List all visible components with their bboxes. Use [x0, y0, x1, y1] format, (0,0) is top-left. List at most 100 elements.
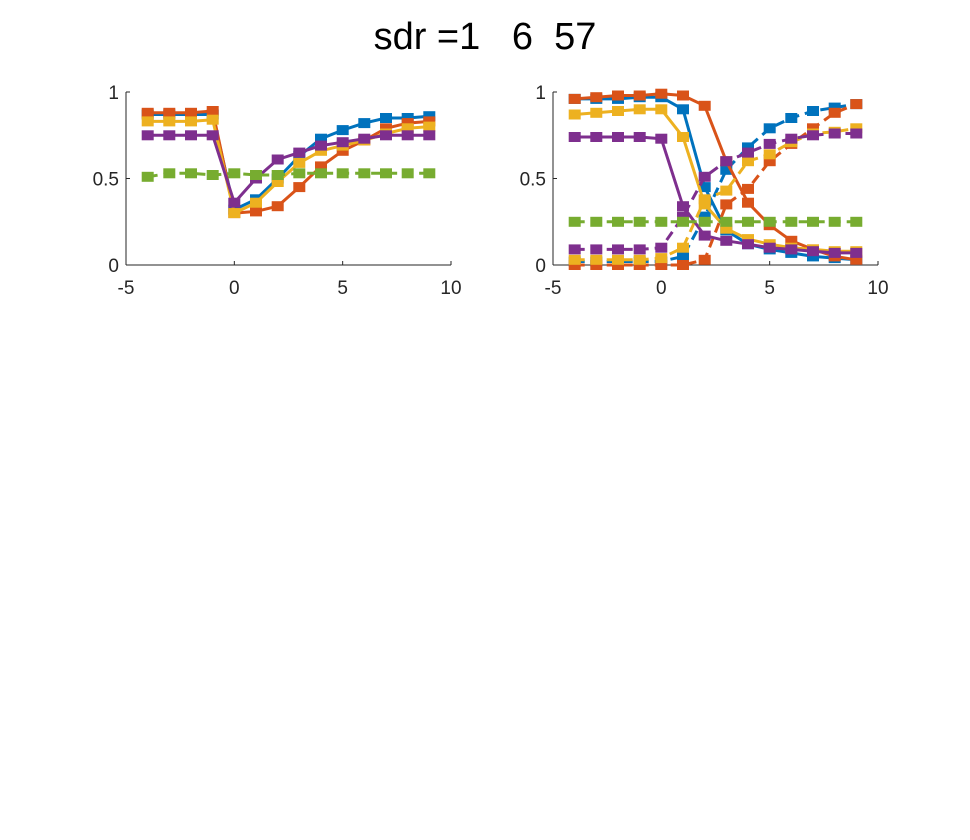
data-point: [742, 156, 754, 167]
data-point: [590, 244, 603, 255]
data-point: [250, 197, 262, 208]
series-line: [574, 95, 857, 262]
data-point: [807, 216, 819, 227]
data-point: [655, 133, 668, 144]
data-point: [698, 194, 711, 205]
data-point: [185, 107, 197, 118]
data-point: [206, 130, 219, 141]
data-point: [698, 100, 711, 111]
data-point: [568, 132, 581, 142]
data-point: [807, 246, 819, 257]
data-point: [698, 230, 711, 241]
data-point: [785, 113, 798, 123]
data-point: [763, 123, 776, 134]
data-point: [677, 260, 689, 270]
data-point: [380, 168, 392, 179]
x-tick-label: 10: [867, 278, 888, 299]
data-point: [423, 111, 436, 122]
data-point: [633, 90, 646, 101]
data-point: [185, 168, 197, 179]
data-point: [250, 206, 262, 217]
data-point: [423, 130, 436, 141]
data-point: [380, 123, 392, 134]
data-point: [163, 107, 176, 118]
data-point: [358, 168, 371, 179]
data-point: [250, 170, 262, 180]
data-point: [655, 253, 668, 264]
data-point: [141, 116, 154, 127]
data-point: [720, 185, 733, 196]
data-point: [785, 244, 798, 255]
y-tick-label: 0: [535, 256, 546, 277]
data-point: [590, 254, 603, 265]
x-tick-label: 5: [764, 278, 775, 299]
data-point: [315, 145, 327, 156]
y-tick-label: 1: [535, 83, 546, 104]
data-point: [293, 168, 306, 179]
data-point: [141, 171, 154, 182]
data-point: [850, 123, 863, 134]
data-point: [720, 156, 733, 167]
data-point: [807, 106, 819, 116]
data-point: [698, 171, 711, 182]
data-point: [828, 102, 841, 113]
data-point: [380, 130, 392, 141]
data-point: [293, 147, 306, 158]
data-point: [720, 216, 733, 227]
data-point: [633, 216, 646, 227]
data-point: [807, 123, 819, 134]
data-point: [271, 154, 284, 165]
data-point: [633, 104, 646, 115]
data-point: [785, 133, 798, 144]
data-point: [828, 128, 841, 139]
data-point: [228, 208, 241, 219]
data-point: [315, 133, 327, 144]
data-point: [655, 260, 668, 270]
data-point: [763, 149, 776, 160]
x-tick-label: -5: [118, 278, 135, 299]
data-point: [785, 216, 798, 227]
data-point: [590, 132, 603, 142]
data-point: [206, 114, 219, 125]
data-point: [850, 216, 863, 227]
data-point: [590, 107, 603, 118]
data-point: [568, 260, 581, 270]
data-point: [720, 164, 733, 175]
x-tick-label: 5: [337, 278, 348, 299]
data-point: [612, 90, 624, 101]
data-point: [785, 235, 798, 246]
data-point: [850, 99, 863, 110]
data-point: [612, 216, 624, 227]
data-point: [163, 168, 176, 179]
data-point: [742, 234, 754, 245]
data-point: [336, 145, 349, 156]
data-point: [163, 116, 176, 127]
data-point: [185, 116, 197, 127]
data-point: [206, 170, 219, 180]
data-point: [271, 170, 284, 180]
series-line: [574, 132, 857, 251]
data-point: [763, 216, 776, 227]
data-point: [763, 242, 776, 253]
data-point: [720, 199, 733, 210]
data-point: [677, 242, 689, 253]
data-point: [655, 242, 668, 253]
data-point: [612, 254, 624, 265]
data-point: [742, 147, 754, 158]
data-point: [655, 216, 668, 227]
data-point: [763, 156, 776, 167]
data-point: [850, 247, 863, 258]
data-point: [380, 113, 392, 123]
data-point: [228, 168, 241, 179]
series-9: [568, 216, 863, 227]
data-point: [315, 168, 327, 179]
data-point: [612, 260, 624, 270]
data-point: [358, 133, 371, 144]
data-point: [141, 107, 154, 118]
figure-title: sdr =1 6 57: [373, 16, 597, 58]
x-tick-label: 10: [440, 278, 461, 299]
series-3: [141, 114, 436, 219]
